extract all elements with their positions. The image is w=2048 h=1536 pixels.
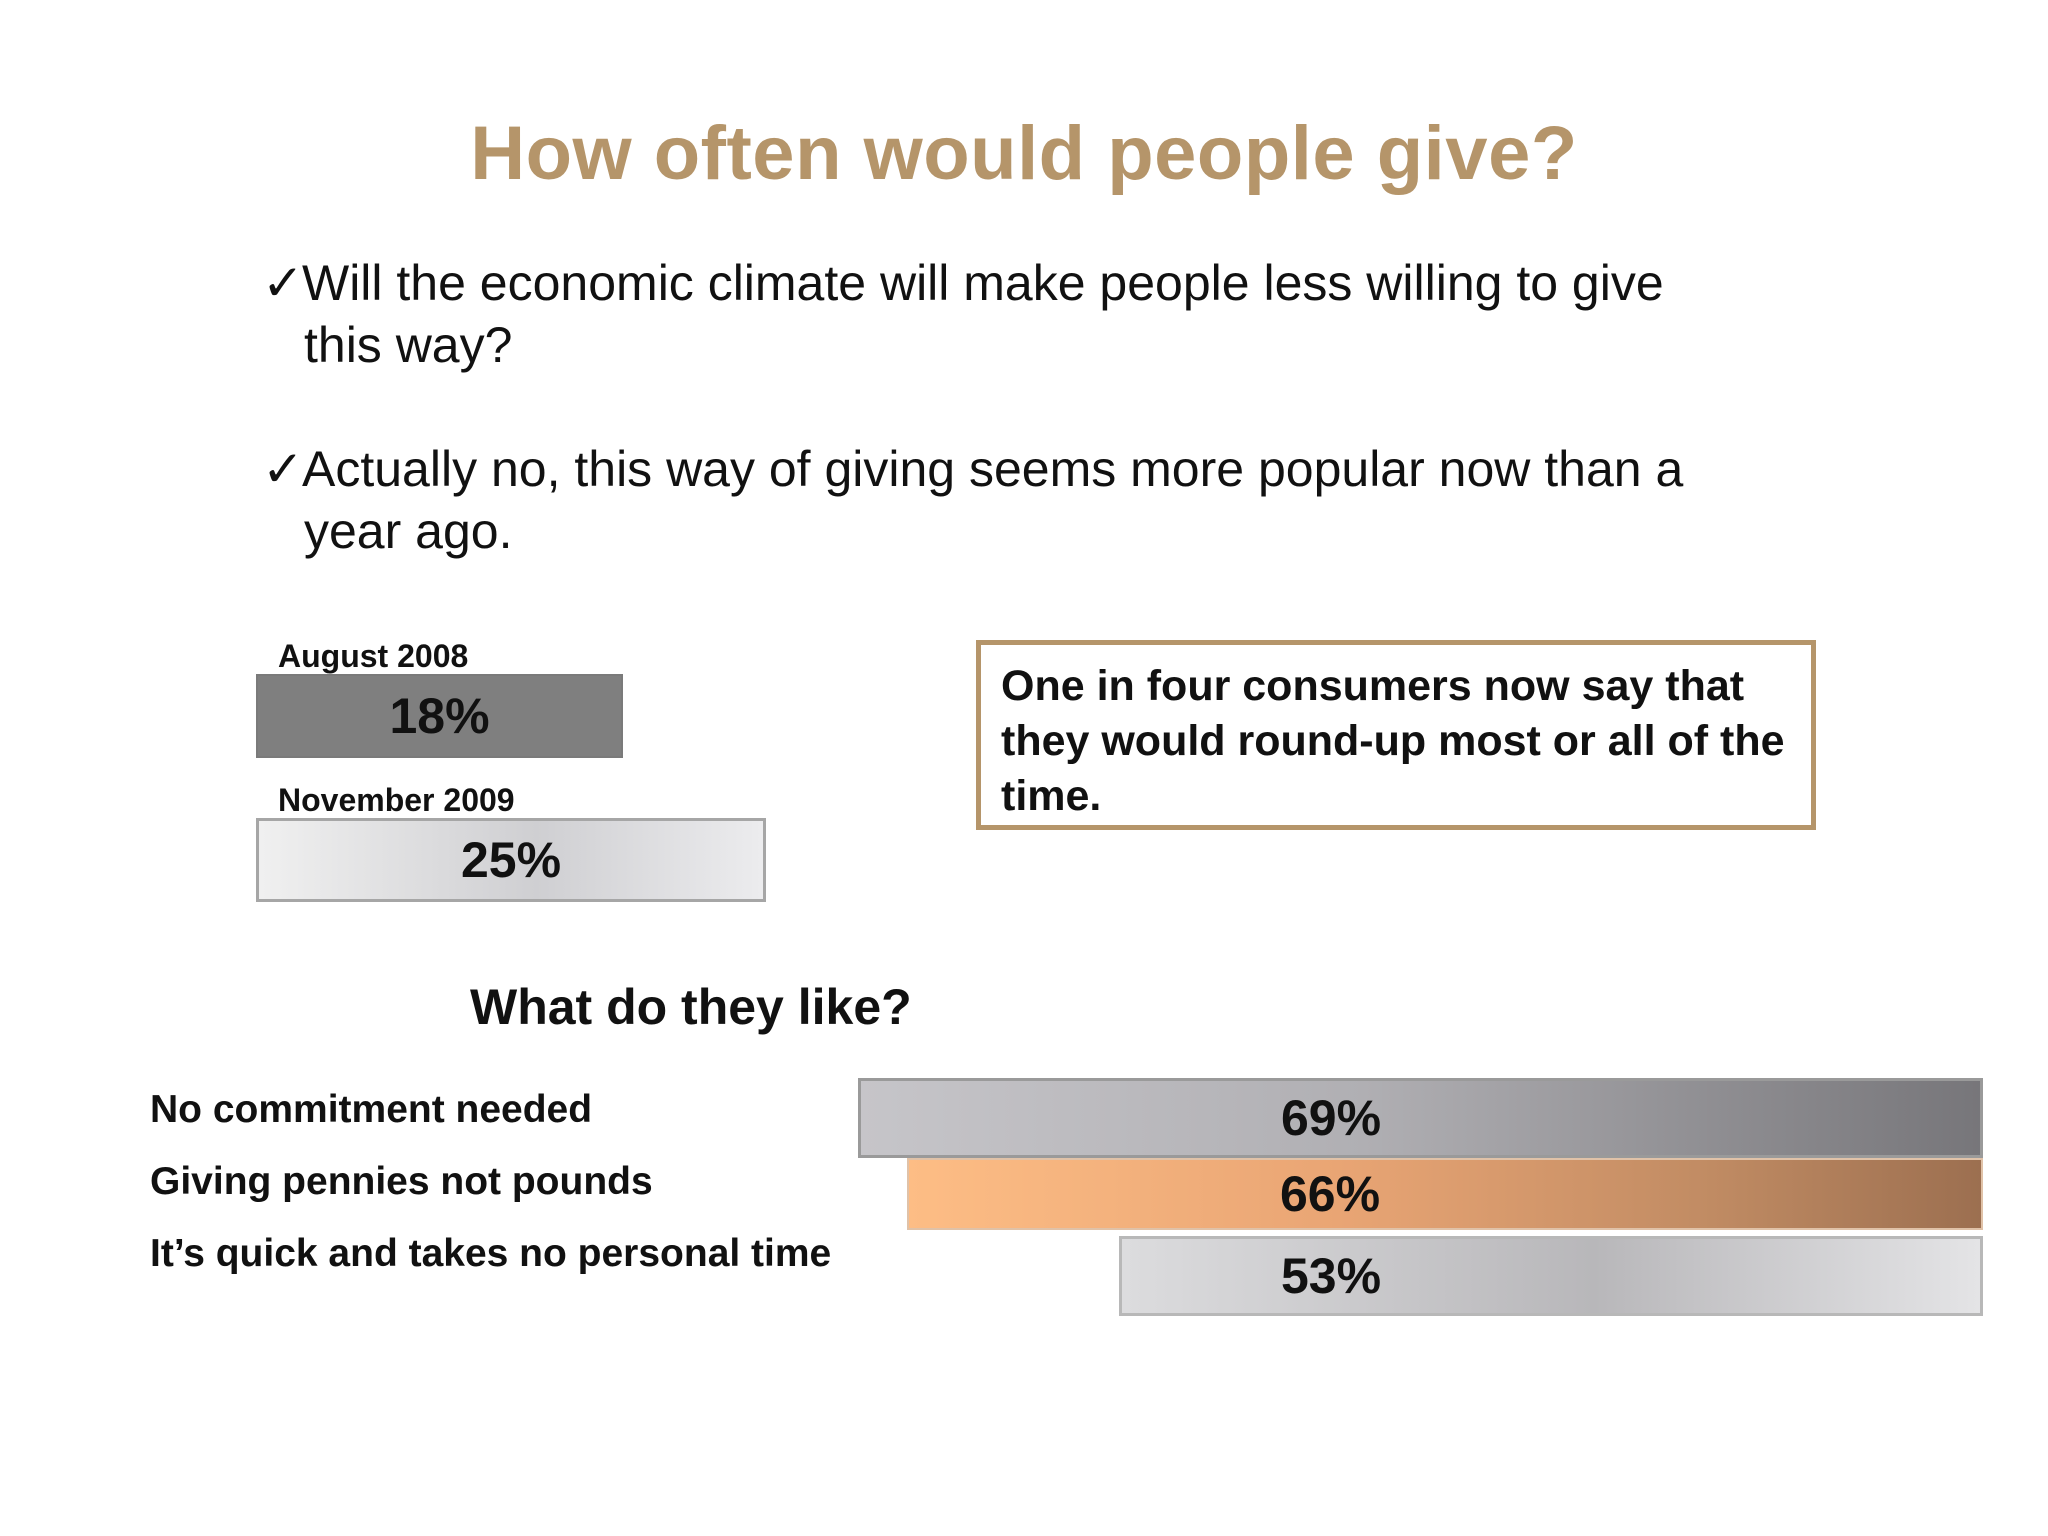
bullet-item-1: ✓Will the economic climate will make peo… [262, 252, 1742, 376]
check-icon: ✓ [262, 441, 304, 497]
category-label-quick: It’s quick and takes no personal time [150, 1232, 832, 1275]
bullet-1-line-1: Will the economic climate will make peop… [302, 255, 1664, 311]
bullet-2-line-2: year ago. [304, 503, 513, 559]
chart-title: What do they like? [470, 979, 912, 1035]
callout-box: One in four consumers now say that they … [976, 640, 1816, 830]
category-label-no-commitment: No commitment needed [150, 1088, 593, 1131]
data-label-august-2008: 18% [389, 688, 490, 744]
data-label-pennies: 66% [1280, 1166, 1381, 1222]
category-label-november-2009: November 2009 [278, 782, 515, 818]
slide-title: How often would people give? [470, 111, 1578, 196]
bar-august-2008: 18% [256, 674, 623, 758]
category-label-pennies: Giving pennies not pounds [150, 1160, 653, 1203]
bar-november-2009: 25% [256, 818, 766, 902]
bullet-2-line-1: Actually no, this way of giving seems mo… [302, 441, 1684, 497]
category-label-august-2008: August 2008 [278, 638, 469, 674]
data-label-quick: 53% [1281, 1248, 1382, 1304]
bullet-item-2: ✓Actually no, this way of giving seems m… [262, 438, 1742, 562]
data-label-november-2009: 25% [460, 832, 562, 888]
bar-quick: 53% [1119, 1236, 1983, 1316]
bullet-1-line-2: this way? [304, 317, 513, 373]
bar-pennies: 66% [907, 1158, 1983, 1230]
bar-no-commitment: 69% [858, 1078, 1983, 1158]
data-label-no-commitment: 69% [1281, 1090, 1382, 1146]
check-icon: ✓ [262, 255, 304, 311]
